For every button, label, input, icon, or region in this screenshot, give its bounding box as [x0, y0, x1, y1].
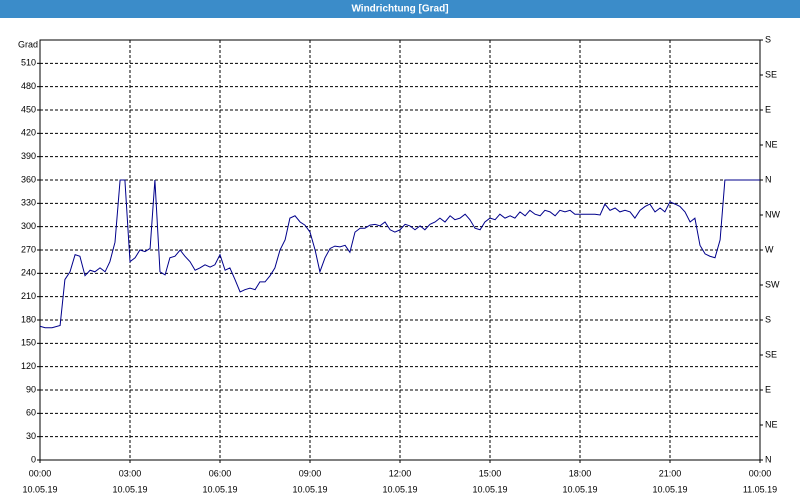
- y-tick-label: 390: [21, 151, 36, 161]
- x-tick-date: 10.05.19: [652, 484, 687, 494]
- y2-tick-label: SW: [765, 279, 780, 289]
- x-tick-date: 10.05.19: [382, 484, 417, 494]
- x-tick-date: 10.05.19: [202, 484, 237, 494]
- y-tick-label: 180: [21, 314, 36, 324]
- y-tick-label: 270: [21, 244, 36, 254]
- y2-tick-label: SE: [765, 69, 777, 79]
- y2-tick-label: E: [765, 384, 771, 394]
- y-tick-label: 210: [21, 291, 36, 301]
- x-tick-label: 18:00: [569, 468, 592, 478]
- chart-title: Windrichtung [Grad]: [351, 4, 448, 15]
- y-tick-label: 360: [21, 174, 36, 184]
- y-tick-label: 0: [31, 454, 36, 464]
- x-tick-label: 00:00: [29, 468, 52, 478]
- x-tick-date: 10.05.19: [472, 484, 507, 494]
- y2-tick-label: N: [765, 174, 772, 184]
- y-tick-label: 120: [21, 361, 36, 371]
- y2-tick-label: NE: [765, 419, 778, 429]
- y-tick-label: 240: [21, 268, 36, 278]
- data-line: [39, 179, 760, 329]
- x-tick-label: 06:00: [209, 468, 232, 478]
- x-tick-date: 10.05.19: [112, 484, 147, 494]
- x-tick-date: 11.05.19: [743, 484, 777, 494]
- y2-tick-label: E: [765, 104, 771, 114]
- y-tick-label: 150: [21, 338, 36, 348]
- x-tick-label: 03:00: [119, 468, 142, 478]
- y2-tick-label: S: [765, 34, 771, 44]
- y-tick-label: 420: [21, 128, 36, 138]
- y-tick-label: 480: [21, 81, 36, 91]
- y2-tick-label: S: [765, 314, 771, 324]
- y-tick-label: 90: [26, 384, 36, 394]
- y-tick-label: 300: [21, 221, 36, 231]
- y2-tick-label: NW: [765, 209, 780, 219]
- y-tick-label: 30: [26, 431, 36, 441]
- y2-tick-label: N: [765, 454, 772, 464]
- y-tick-label: 510: [21, 58, 36, 68]
- title-bar: [0, 0, 800, 18]
- y2-tick-label: SE: [765, 349, 777, 359]
- y-tick-label: 450: [21, 104, 36, 114]
- x-tick-label: 09:00: [299, 468, 322, 478]
- plot-frame: [39, 39, 761, 461]
- x-tick-date: 10.05.19: [22, 484, 57, 494]
- x-tick-label: 15:00: [479, 468, 502, 478]
- y-tick-label: 330: [21, 198, 36, 208]
- y-tick-label: 60: [26, 408, 36, 418]
- x-tick-label: 12:00: [389, 468, 412, 478]
- x-tick-date: 10.05.19: [292, 484, 327, 494]
- y2-tick-label: NE: [765, 139, 778, 149]
- x-tick-label: 21:00: [659, 468, 682, 478]
- x-tick-label: 00:00: [749, 468, 772, 478]
- x-tick-date: 10.05.19: [562, 484, 597, 494]
- y2-tick-label: W: [765, 244, 774, 254]
- y-axis-label: Grad: [18, 39, 38, 49]
